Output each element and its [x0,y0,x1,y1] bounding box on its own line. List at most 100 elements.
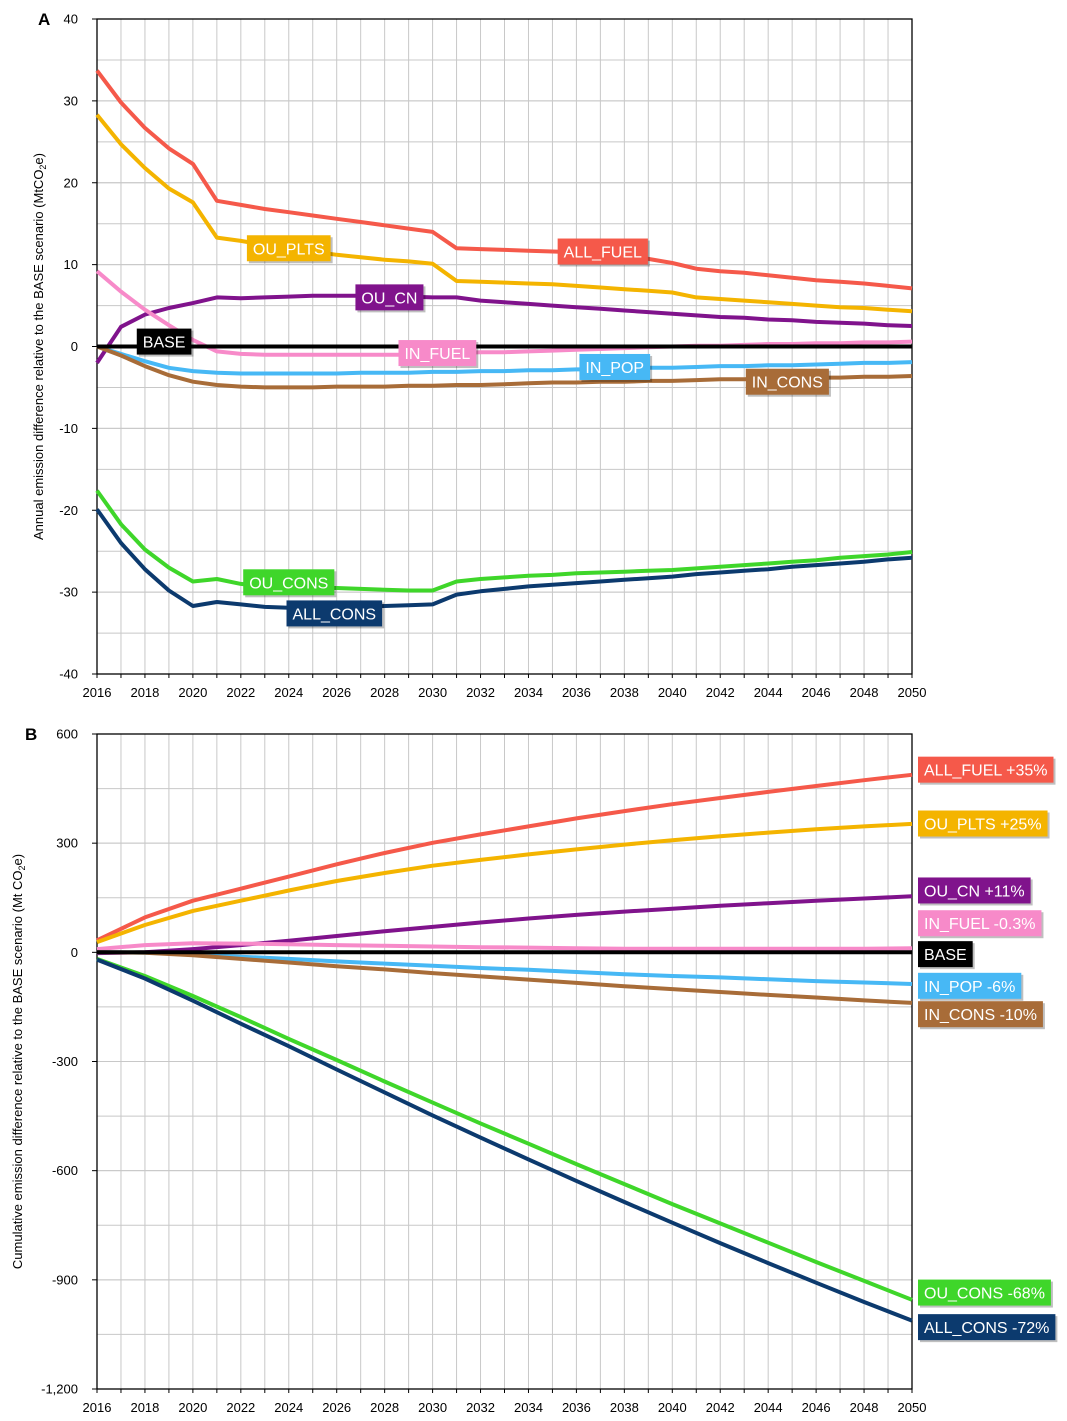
panel-b-x-tick-label: 2022 [226,1400,255,1415]
panel-a-label-text: ALL_CONS [293,606,377,623]
panel-b-series-label-in-fuel: IN_FUEL -0.3% [918,910,1044,939]
panel-b-x-tick-label: 2048 [850,1400,879,1415]
panel-a-label-text: IN_CONS [752,375,823,392]
panel-b-gridlines [97,734,912,1389]
panel-b-label-text: ALL_CONS -72% [924,1320,1049,1337]
panel-a-series-labels: ALL_FUEL OU_PLTS OU_CN BASE IN_FUEL IN_POP IN_… [136,235,831,629]
panel-a-series-label-in-cons: IN_CONS [745,368,831,397]
panel-b-series-line-in-fuel [96,941,913,952]
panel-b-series-line-ou-cn [96,894,913,956]
panel-a-x-tick-label: 2028 [370,685,399,700]
panel-a-label-box [136,328,192,355]
panel-b-series-lines [96,772,913,1323]
panel-a-x-tick-label: 2044 [754,685,783,700]
panel-b-series-label-base: BASE [918,941,975,970]
panel-b-y-tick-label: -900 [52,1272,78,1287]
panel-a-label-box [579,353,651,380]
panel-a-label-text: OU_PLTS [253,241,325,258]
panel-a-y-tick-label: 20 [64,175,78,190]
panel-a-x-tick-label: 2040 [658,685,687,700]
panel-b-label-box [918,941,973,968]
panel-b-label-text: OU_CN +11% [924,883,1025,900]
panel-b-series-label-all-cons: ALL_CONS -72% [918,1314,1058,1343]
panel-a-x-tick-label: 2030 [418,685,447,700]
panel-a-x-tick-label: 2032 [466,685,495,700]
panel-b-x-tick-label: 2016 [83,1400,112,1415]
panel-b-x-tick-label: 2028 [370,1400,399,1415]
panel-a-label-box [246,235,331,262]
panel-a-series-line-all-cons [95,508,913,610]
panel-a-y-tick-label: -20 [59,503,78,518]
panel-b-series-line-all-fuel [96,772,913,943]
panel-a-x-tick-label: 2048 [850,685,879,700]
panel-b-x-tick-label: 2030 [418,1400,447,1415]
panel-b-label-text: IN_CONS -10% [924,1007,1037,1024]
panel-b-x-tick-label: 2018 [130,1400,159,1415]
panel-b-y-tick-label: -600 [52,1163,78,1178]
panel-a-x-tick-label: 2024 [274,685,303,700]
panel-b-label-text: OU_CONS -68% [924,1286,1045,1303]
panel-b-label-box [918,1314,1056,1341]
panel-b-label-box [918,756,1054,783]
panel-b-label-text: BASE [924,947,967,964]
panel-b-y-tick-label: -1,200 [41,1382,78,1397]
panel-a-label-box [355,284,424,311]
panel-a-label-box [286,600,383,627]
panel-a-x-tick-label: 2022 [226,685,255,700]
panel-a-series-label-all-cons: ALL_CONS [286,600,385,629]
panel-b-series-labels: ALL_FUEL +35% OU_PLTS +25% OU_CN +11% IN_FU… [918,756,1058,1343]
panel-b-x-tick-label: 2050 [898,1400,927,1415]
panel-a-series-line-in-fuel [95,269,913,357]
panel-b-x-tick-label: 2020 [178,1400,207,1415]
panel-b-series-line-ou-plts [96,821,913,944]
panel-a-y-tick-label: 30 [64,93,78,108]
panel-b-y-axis-label: Cumulative emission difference relative … [10,854,27,1269]
panel-a-label-text: BASE [143,335,186,352]
panel-a-y-tick-label: 0 [71,339,78,354]
panel-a-x-tick-label: 2042 [706,685,735,700]
panel-a-y-axis-label: Annual emission difference relative to t… [31,153,48,540]
panel-a-x-tick-label: 2050 [898,685,927,700]
panel-a-series-label-ou-cn: OU_CN [355,284,426,313]
panel-a-series-label-in-fuel: IN_FUEL [398,340,479,369]
panel-b-label-box [918,1001,1043,1028]
panel-b-label-box [918,877,1031,904]
panel-a-x-tick-label: 2016 [83,685,112,700]
panel-b-label-box [918,810,1048,837]
panel-b-series-label-ou-cn: OU_CN +11% [918,877,1033,906]
panel-b-label-text: IN_POP -6% [924,979,1015,996]
panel-b-x-tick-label: 2040 [658,1400,687,1415]
panel-b-x-tick-label: 2046 [802,1400,831,1415]
panel-a-label-box [243,569,335,596]
panel-a-label-text: ALL_FUEL [564,245,642,262]
panel-a-label-text: OU_CN [361,290,417,307]
panel-a-label-text: OU_CONS [249,575,328,592]
panel-a-y-tick-label: -30 [59,585,78,600]
panel-b-series-label-all-fuel: ALL_FUEL +35% [918,756,1056,785]
panel-b-label-text: IN_FUEL -0.3% [924,916,1035,933]
panel-b-y-tick-label: -300 [52,1054,78,1069]
panel-b-label-box [918,972,1022,999]
panel-b-x-tick-label: 2044 [754,1400,783,1415]
panel-a-x-tick-label: 2020 [178,685,207,700]
panel-b-x-tick-label: 2034 [514,1400,543,1415]
panel-a-series-label-ou-plts: OU_PLTS [246,235,333,264]
panel-a-label-text: IN_POP [585,360,644,377]
panel-b-series-label-in-cons: IN_CONS -10% [918,1001,1045,1030]
panel-b-label-text: ALL_FUEL +35% [924,763,1047,780]
panel-a-series-label-base: BASE [136,328,194,357]
panel-a-x-tick-label: 2046 [802,685,831,700]
panel-b-label-text: OU_PLTS +25% [924,817,1042,834]
panel-b-x-tick-label: 2032 [466,1400,495,1415]
panel-a-x-tick-label: 2036 [562,685,591,700]
panel-a-series-line-in-pop [96,344,913,376]
panel-a-label-text: IN_FUEL [404,346,470,363]
panel-b-letter: B [25,725,37,744]
panel-b-x-tick-label: 2024 [274,1400,303,1415]
panel-a-x-tick-label: 2018 [130,685,159,700]
panel-b-x-tick-label: 2026 [322,1400,351,1415]
panel-b-y-tick-label: 600 [56,727,78,742]
panel-a-y-tick-label: 40 [64,12,78,27]
